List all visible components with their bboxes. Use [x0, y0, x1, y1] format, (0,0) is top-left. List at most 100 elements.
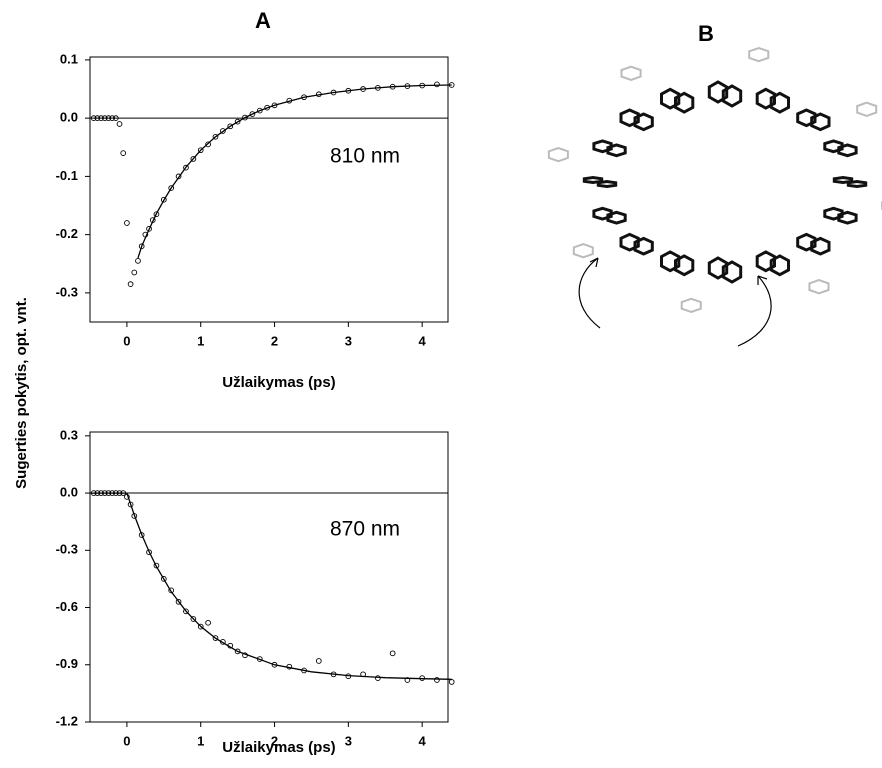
pigment — [606, 210, 627, 225]
x-tick-label: 1 — [197, 333, 204, 348]
arrow — [737, 275, 772, 347]
y-tick-label: 0.3 — [60, 427, 78, 442]
pigment — [755, 87, 776, 110]
arrow-head — [589, 257, 599, 268]
data-point — [190, 616, 197, 622]
pigment — [606, 143, 627, 158]
data-point — [160, 576, 167, 582]
x-tick-label: 0 — [123, 733, 130, 748]
plot-frame — [89, 56, 449, 323]
pigment — [832, 175, 854, 185]
pigment — [592, 139, 613, 154]
data-point — [105, 115, 112, 122]
pigment — [620, 65, 642, 81]
pigment — [769, 254, 790, 277]
arrow — [578, 257, 601, 329]
pigment — [755, 250, 776, 273]
data-point — [90, 115, 97, 122]
data-point — [146, 549, 152, 556]
data-point — [138, 243, 145, 250]
x-tick-label: 1 — [197, 733, 204, 748]
pigment — [660, 250, 681, 273]
data-point — [112, 115, 119, 122]
x-tick-label: 2 — [271, 733, 278, 748]
data-point — [94, 115, 101, 122]
pigment — [837, 210, 858, 225]
data-point — [375, 675, 381, 681]
pigment — [680, 297, 702, 314]
y-tick-label: 0.0 — [60, 110, 78, 125]
data-point — [234, 648, 241, 655]
pigment — [592, 206, 613, 221]
pigment — [846, 179, 868, 189]
arrow-head — [757, 275, 768, 285]
data-point — [315, 658, 322, 664]
pigment — [707, 80, 729, 104]
data-point — [135, 257, 141, 264]
data-point — [98, 115, 104, 122]
data-point — [205, 619, 211, 626]
y-axis-label: Sugerties pokytis, opt. vnt. — [13, 297, 30, 489]
data-point — [434, 677, 440, 683]
y-tick-label: -0.2 — [56, 226, 78, 241]
pigment — [619, 232, 640, 252]
data-point — [197, 147, 204, 154]
data-point — [131, 269, 138, 276]
data-point — [389, 650, 396, 657]
fit-line — [90, 492, 452, 680]
y-tick-label: -0.9 — [56, 656, 78, 671]
pigment — [633, 112, 654, 132]
data-point — [101, 115, 108, 122]
pigment — [810, 236, 831, 256]
annotation: 870 nm — [330, 518, 400, 541]
pigment — [721, 260, 743, 284]
data-point — [183, 164, 189, 171]
x-axis-label: Užlaikymas (ps) — [222, 374, 335, 391]
data-point — [448, 679, 455, 685]
data-point — [242, 114, 248, 121]
data-point — [153, 562, 160, 569]
y-tick-label: 0.0 — [60, 484, 78, 499]
data-point — [227, 123, 234, 130]
pigment — [823, 206, 844, 221]
data-point — [404, 677, 411, 683]
pigment — [660, 87, 681, 110]
data-point — [124, 220, 130, 226]
pigment — [633, 236, 654, 256]
pigment — [674, 254, 695, 277]
x-tick-label: 4 — [419, 733, 427, 748]
fit-line — [137, 84, 452, 259]
data-point — [271, 102, 278, 109]
y-tick-label: -0.3 — [56, 284, 78, 299]
pigment — [547, 146, 569, 163]
data-point — [197, 623, 204, 630]
data-point — [183, 608, 189, 615]
pigment — [582, 175, 604, 185]
pigment — [674, 91, 695, 114]
pigment — [796, 108, 817, 128]
data-point — [220, 128, 226, 134]
y-tick-label: -0.3 — [56, 542, 78, 557]
data-point — [127, 281, 134, 287]
pigment — [619, 108, 640, 128]
panel-label: A — [255, 8, 271, 33]
pigment — [596, 179, 618, 189]
molecular-ring-diagram — [547, 46, 882, 347]
data-point — [190, 156, 197, 162]
y-tick-label: -0.6 — [56, 599, 78, 614]
data-point — [160, 196, 167, 203]
data-point — [212, 133, 219, 140]
data-point — [146, 225, 152, 232]
pigment — [823, 139, 844, 154]
x-axis-label: Užlaikymas (ps) — [222, 739, 335, 756]
x-tick-label: 3 — [345, 333, 352, 348]
y-tick-label: -1.2 — [56, 713, 78, 728]
data-point — [434, 81, 440, 88]
x-tick-label: 0 — [123, 333, 130, 348]
pigment — [796, 232, 817, 252]
data-point — [116, 121, 123, 127]
data-point — [175, 173, 182, 180]
panel-label: B — [698, 21, 714, 46]
data-point — [120, 150, 127, 156]
pigment — [808, 279, 830, 295]
